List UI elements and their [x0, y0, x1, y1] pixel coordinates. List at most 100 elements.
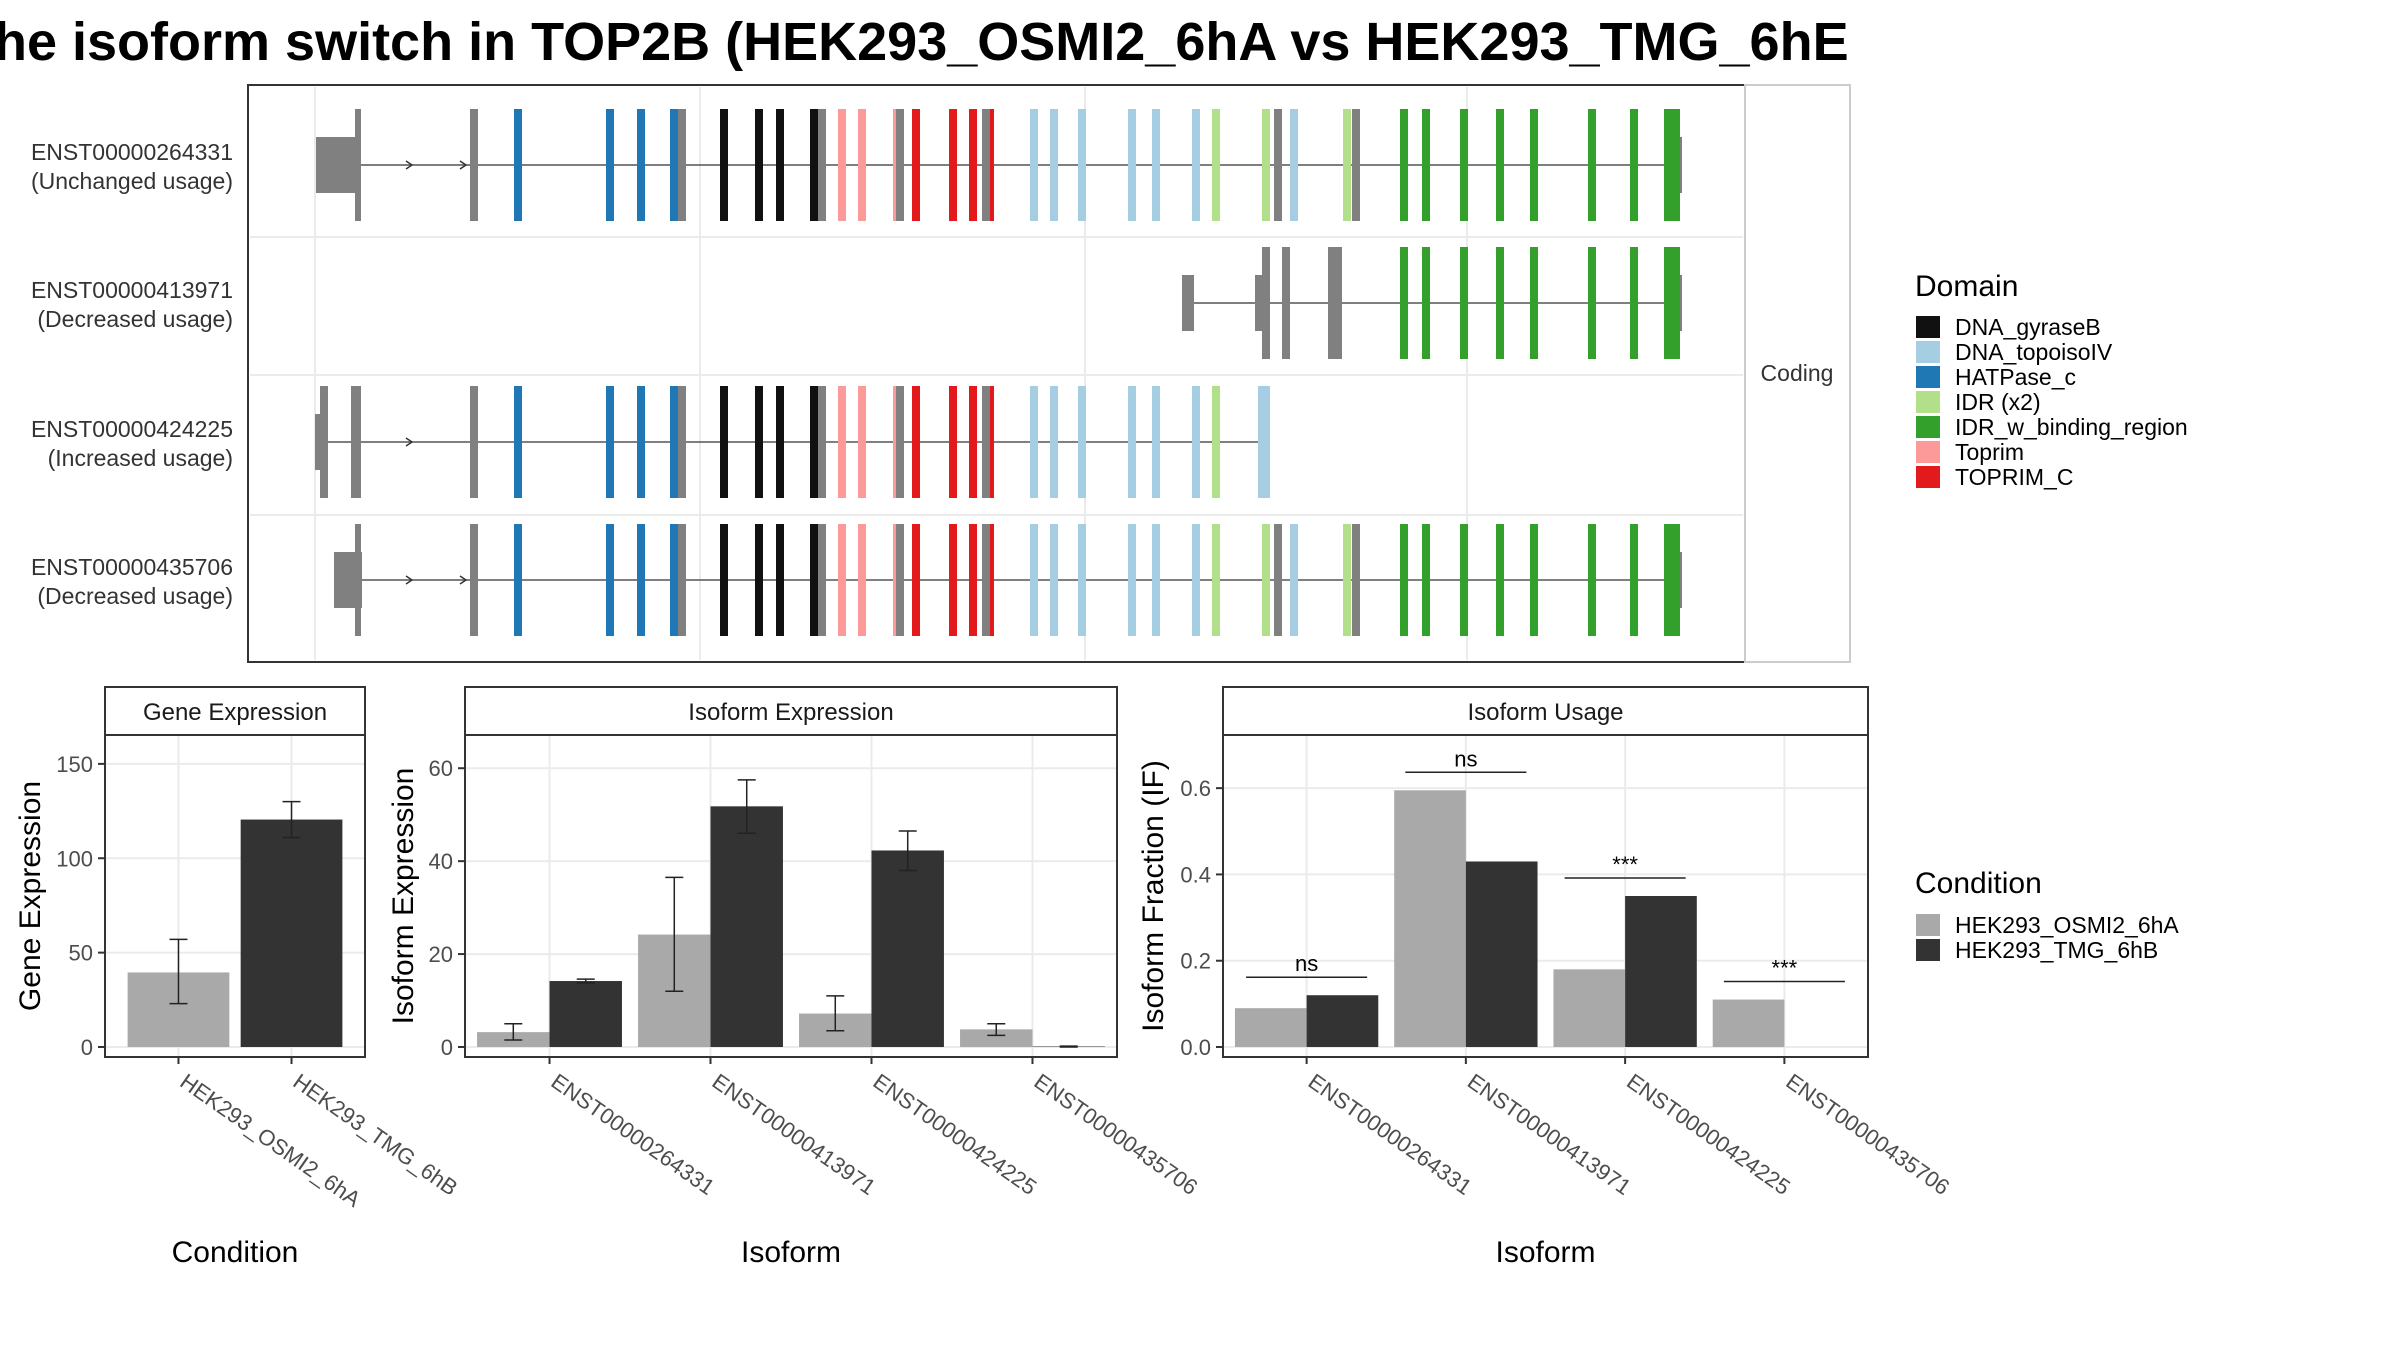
- bar: [549, 981, 622, 1047]
- exon-idr-w-binding-region: [1588, 524, 1596, 636]
- exon-idr-w-binding-region: [1666, 524, 1680, 636]
- exon-noncoding: [1282, 247, 1290, 359]
- significance-label: ns: [1454, 746, 1477, 771]
- isoform-usage-3: (Increased usage): [48, 445, 233, 471]
- structure-facet-label: Coding: [1761, 360, 1834, 386]
- bar: [710, 806, 783, 1047]
- exon-hatpase-c: [514, 524, 522, 636]
- x-tick-label: ENST00000435706: [1030, 1069, 1203, 1200]
- exon-dna-topoisoiv: [1050, 386, 1058, 498]
- y-tick-label: 50: [69, 941, 93, 966]
- isoform-usage-4: (Decreased usage): [37, 583, 233, 609]
- exon-noncoding: [896, 386, 904, 498]
- bar: [871, 850, 944, 1047]
- exon-noncoding: [470, 524, 478, 636]
- x-tick-label: ENST00000264331: [547, 1069, 720, 1200]
- exon-toprim: [858, 109, 866, 221]
- exon-idr-w-binding-region: [1530, 247, 1538, 359]
- exon-toprim: [838, 109, 846, 221]
- structure-panel: Coding ENST00000264331 (Unchanged usage)…: [31, 84, 1851, 663]
- exon-dna-gyraseb: [755, 386, 763, 498]
- exon-idr-w-binding-region: [1460, 247, 1468, 359]
- exon-noncoding: [678, 524, 686, 636]
- x-tick-label: ENST00000413971: [1463, 1069, 1636, 1200]
- exon-idr-w-binding-region: [1460, 109, 1468, 221]
- exon-dna-topoisoiv: [1050, 524, 1058, 636]
- significance-label: ns: [1295, 951, 1318, 976]
- exon-toprim-c: [969, 109, 977, 221]
- panel-strip: [464, 686, 1118, 736]
- exon-toprim: [838, 386, 846, 498]
- exon-noncoding: [982, 386, 990, 498]
- exon-noncoding: [896, 524, 904, 636]
- y-axis-title: Isoform Expression: [387, 768, 420, 1025]
- bar: [1553, 969, 1626, 1047]
- exon-toprim-c: [912, 524, 920, 636]
- exon-noncoding: [982, 524, 990, 636]
- exon-dna-gyraseb: [755, 524, 763, 636]
- strand-arrow: [459, 160, 468, 170]
- strand-arrow: [459, 575, 468, 585]
- x-axis-title: Condition: [172, 1236, 299, 1269]
- x-tick-label: HEK293_OSMI2_6hA: [176, 1069, 366, 1212]
- exon-idr-x2-: [1212, 524, 1220, 636]
- bar: [240, 819, 343, 1047]
- exon-idr-x2-: [1343, 524, 1351, 636]
- exon-idr-w-binding-region: [1530, 109, 1538, 221]
- legend-label: DNA_topoisoIV: [1955, 339, 2113, 365]
- exon-noncoding: [355, 524, 361, 636]
- exon-idr-w-binding-region: [1630, 524, 1638, 636]
- x-tick-label: ENST00000435706: [1782, 1069, 1955, 1200]
- figure-title: he isoform switch in TOP2B (HEK293_OSMI2…: [0, 12, 1849, 72]
- significance-label: ***: [1612, 852, 1638, 877]
- exon-hatpase-c: [637, 109, 645, 221]
- exon-noncoding: [818, 524, 826, 636]
- exon-hatpase-c: [637, 524, 645, 636]
- exon-hatpase-c: [606, 386, 614, 498]
- legend-swatch: [1916, 366, 1940, 388]
- legend-swatch: [1916, 466, 1940, 488]
- exon-toprim: [858, 524, 866, 636]
- domain-legend: Domain DNA_gyraseBDNA_topoisoIVHATPase_c…: [1915, 270, 2188, 490]
- exon-dna-gyraseb: [810, 109, 818, 221]
- exon-idr-x2-: [1262, 109, 1270, 221]
- exon-idr-w-binding-region: [1422, 524, 1430, 636]
- structure-strip: [1744, 84, 1851, 663]
- x-tick-label: ENST00000424225: [869, 1069, 1042, 1200]
- exon-dna-topoisoiv: [1078, 386, 1086, 498]
- exon-idr-w-binding-region: [1460, 524, 1468, 636]
- exon-hatpase-c: [606, 109, 614, 221]
- exon-dna-topoisoiv: [1128, 386, 1136, 498]
- exon-noncoding: [678, 109, 686, 221]
- y-axis-title: Gene Expression: [14, 781, 47, 1011]
- exon-idr-x2-: [1262, 524, 1270, 636]
- exon-idr-w-binding-region: [1666, 109, 1680, 221]
- exon-idr-w-binding-region: [1400, 109, 1408, 221]
- legend-swatch: [1916, 316, 1940, 338]
- exon-dna-topoisoiv: [1290, 109, 1298, 221]
- exon-noncoding: [470, 386, 478, 498]
- exon-idr-w-binding-region: [1588, 247, 1596, 359]
- exon-toprim-c: [912, 386, 920, 498]
- exon-hatpase-c: [514, 386, 522, 498]
- exon-noncoding: [1352, 524, 1360, 636]
- panel-gene-expression: Gene Expression 0 50 100 150 HEK293_OSMI2_6hA…: [14, 686, 462, 1269]
- exon-toprim-c: [949, 524, 957, 636]
- bar: [1394, 790, 1466, 1047]
- isoform-label-4: ENST00000435706: [31, 554, 233, 580]
- transcript-track: [315, 386, 1270, 498]
- x-tick-label: ENST00000413971: [708, 1069, 881, 1200]
- exon-idr-x2-: [1212, 109, 1220, 221]
- exon-noncoding: [1274, 109, 1282, 221]
- exon-dna-topoisoiv: [1152, 386, 1160, 498]
- exon-noncoding: [818, 109, 826, 221]
- x-axis-title: Isoform: [741, 1236, 841, 1269]
- exon-idr-w-binding-region: [1400, 247, 1408, 359]
- x-axis-title: Isoform: [1495, 1236, 1595, 1269]
- y-axis-title: Isoform Fraction (IF): [1137, 760, 1170, 1032]
- isoform-usage-2: (Decreased usage): [37, 306, 233, 332]
- exon-dna-gyraseb: [810, 524, 818, 636]
- legend-swatch: [1916, 391, 1940, 413]
- legend-swatch: [1916, 441, 1940, 463]
